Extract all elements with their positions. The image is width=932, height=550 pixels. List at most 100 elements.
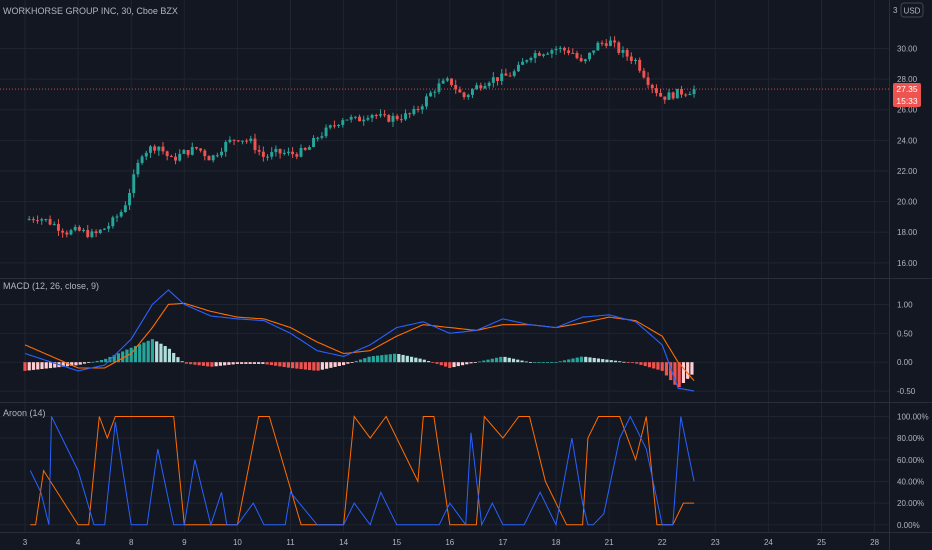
macd-hist-bar [218,362,223,366]
candle-body [337,124,341,126]
macd-hist-bar [635,362,639,364]
candle-body [558,47,562,49]
macd-hist-bar [686,362,690,379]
candle-body [86,229,90,237]
aroon-title[interactable]: Aroon (14) [3,408,46,418]
macd-hist-bar [473,362,477,363]
currency-button[interactable]: USD [900,2,924,18]
macd-tick-label: 0.50 [897,329,913,338]
candle-body [516,64,520,72]
price-tick-label: 26.00 [897,106,918,115]
macd-hist-bar [401,354,405,363]
macd-hist-bar [133,346,138,363]
candle-body [441,80,445,84]
aroon-tick-label: 0.00% [897,521,920,530]
macd-hist-bar [274,362,278,366]
macd-hist-bar [53,362,57,368]
macd-hist-bar [138,344,142,363]
macd-hist-bar [418,358,422,363]
macd-hist-bar [82,362,87,364]
candle-body [466,94,470,97]
macd-hist-bar [172,352,176,363]
macd-hist-bar [257,362,261,364]
price-tick-partial: 3 [893,6,898,15]
candle-body [621,50,625,53]
candle-body [684,94,688,96]
macd-hist-bar [269,362,273,366]
macd-hist-bar [443,362,448,367]
candle-body [295,154,299,157]
price-candles[interactable] [27,36,696,239]
macd-hist-bar [465,362,469,365]
candle-body [190,147,194,155]
candle-body [399,119,403,121]
candle-body [115,216,119,218]
candle-body [61,230,65,233]
time-tick-label: 15 [392,538,401,547]
macd-hist-bar [622,361,626,363]
candle-body [278,148,282,154]
candle-body [395,115,399,120]
candle-body [349,117,353,120]
candle-body [408,113,412,115]
candle-body [412,108,416,115]
macd-hist-bar [227,362,231,365]
candle-body [625,50,629,57]
candle-body [228,139,232,143]
macd-hist-bar [439,362,443,366]
macd-hist-bar [112,355,116,363]
candle-body [638,59,642,71]
macd-hist-bar [286,362,290,368]
candle-body [299,147,303,157]
macd-hist-bar [303,362,307,370]
macd-hist-bar [248,362,252,364]
candle-body [650,84,654,89]
time-tick-label: 14 [339,538,348,547]
macd-hist-bar [61,362,65,367]
candle-body [266,156,269,158]
time-tick-label: 10 [233,538,242,547]
aroon-down-line [29,415,695,527]
candle-body [282,152,286,154]
macd-hist-bar [579,356,584,363]
macd-tick-label: 1.00 [897,300,913,309]
candle-body [232,139,236,141]
macd-hist-bar [431,362,435,363]
macd-hist-bar [528,362,533,363]
candle-body [562,47,566,51]
macd-hist-bar [545,362,550,363]
macd-hist-bar [282,362,286,367]
time-tick-label: 28 [870,538,879,547]
macd-hist-bar [669,362,673,381]
candle-body [600,42,604,44]
candle-body [378,114,382,116]
candle-body [249,138,253,141]
candle-body [291,151,295,155]
macd-hist-bar [325,362,329,369]
candle-body [27,219,31,221]
candle-body [462,92,466,97]
macd-hist-bar [95,360,99,363]
macd-hist-bar [99,359,104,363]
candle-body [303,147,307,150]
macd-hist-bar [159,343,163,363]
symbol-title[interactable]: WORKHORSE GROUP INC, 30, Cboe BZX [3,6,178,16]
candle-body [270,152,274,157]
candle-body [90,231,94,237]
macd-hist-bar [78,362,82,365]
macd-histogram [23,339,694,388]
macd-hist-bar [541,362,545,363]
time-tick-label: 4 [76,538,81,547]
macd-hist-bar [312,362,316,371]
macd-hist-bar [592,357,596,363]
candle-body [529,57,533,61]
price-tick-label: 28.00 [897,75,918,84]
macd-hist-bar [486,359,490,363]
candle-body [40,219,44,221]
macd-hist-bar [426,361,431,363]
candle-body [437,83,441,92]
candle-body [161,146,165,152]
macd-title[interactable]: MACD (12, 26, close, 9) [3,281,99,291]
candle-body [44,219,48,221]
